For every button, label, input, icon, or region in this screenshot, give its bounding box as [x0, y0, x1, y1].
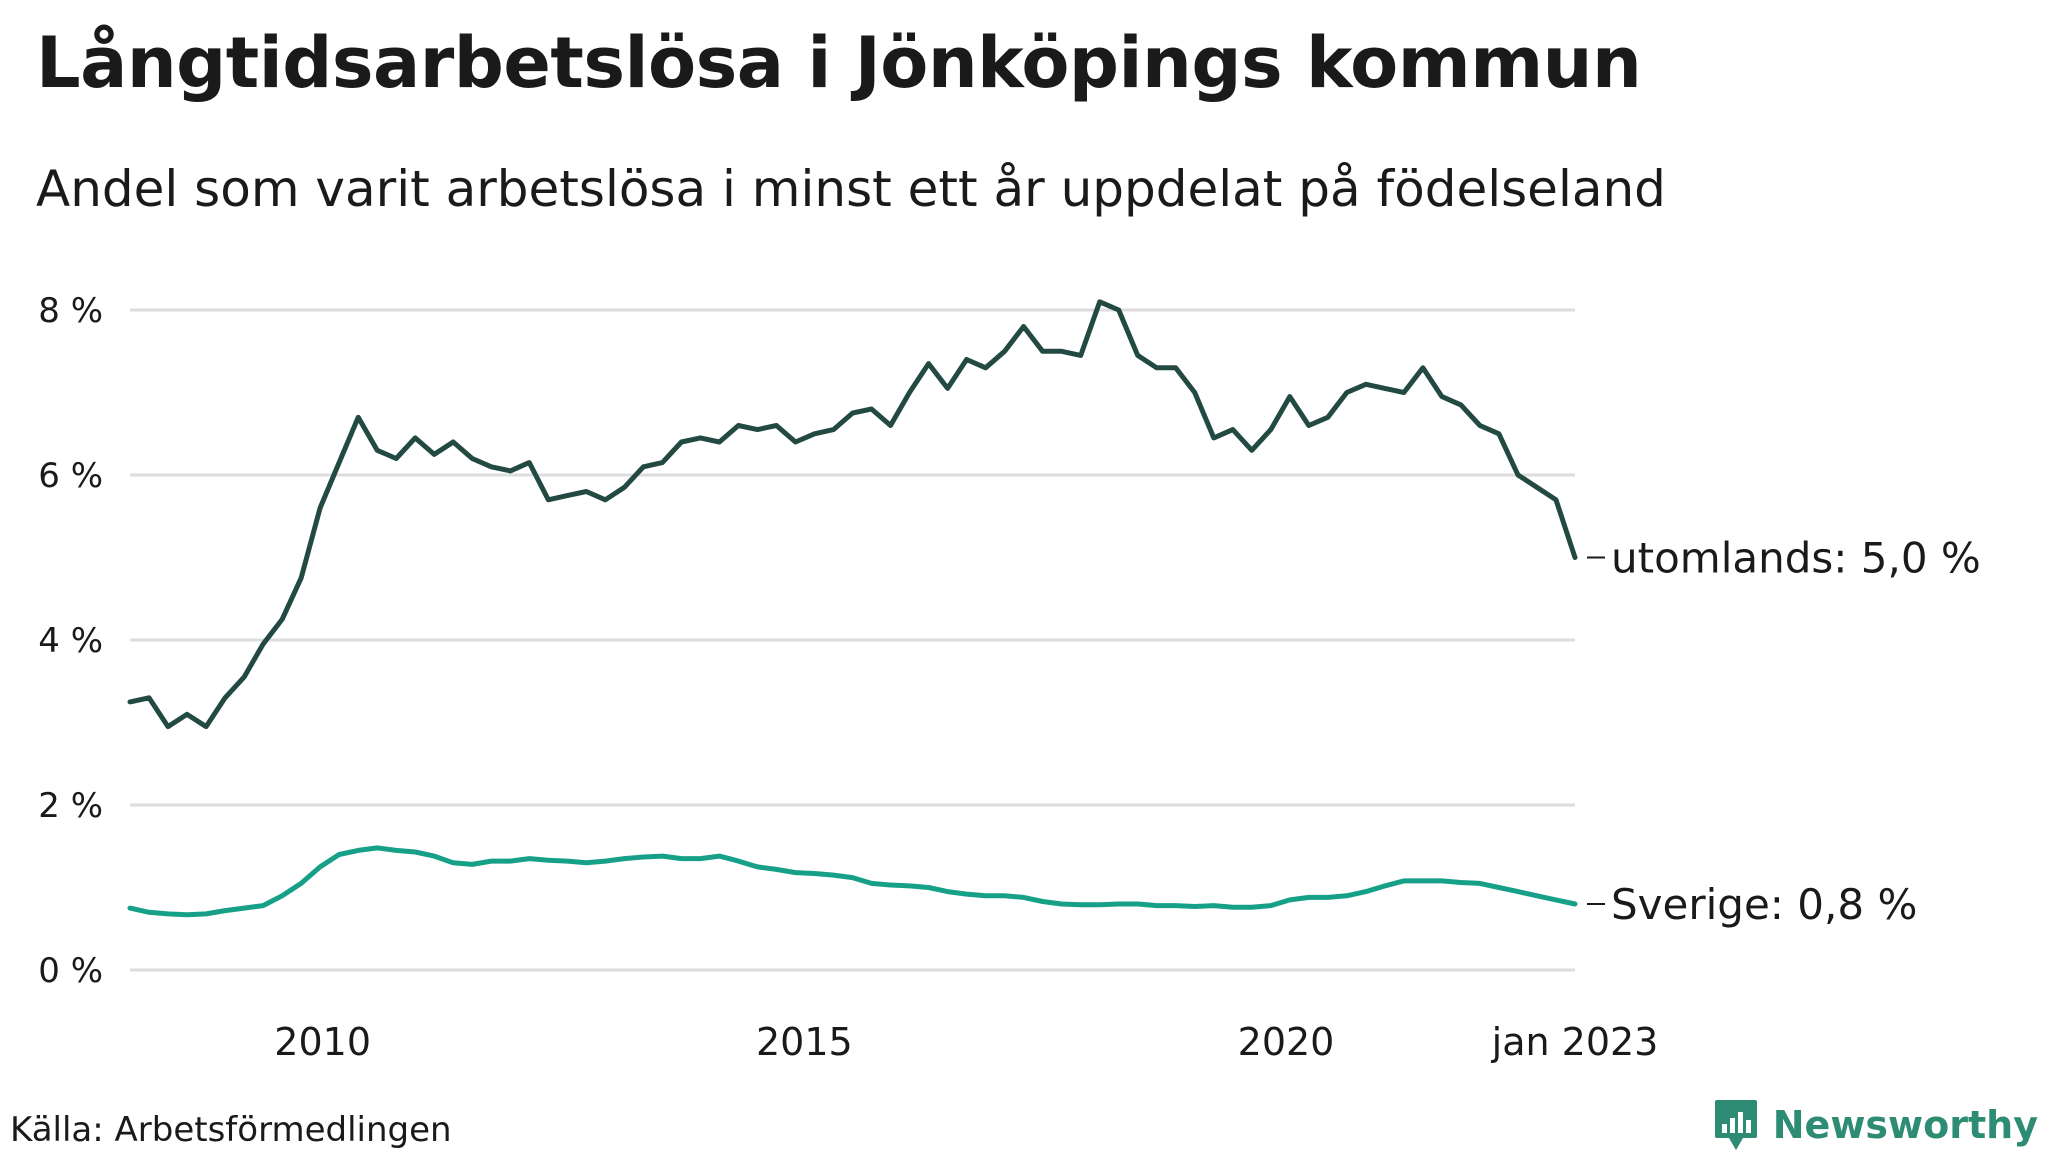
x-tick-label: jan 2023 [1491, 1020, 1659, 1064]
series-line-utomlands [127, 299, 1578, 730]
x-axis-ticks: 2010 2015 2020 jan 2023 [274, 1020, 1658, 1064]
grid-lines [130, 308, 1575, 972]
y-tick-label: 8 % [38, 291, 103, 331]
newsworthy-logo-icon [1714, 1100, 1757, 1150]
y-tick-label: 6 % [38, 456, 103, 496]
series-end-label: utomlands: 5,0 % [1611, 534, 1981, 583]
y-axis-ticks: 0 % 2 % 4 % 6 % 8 % [38, 291, 103, 991]
y-tick-label: 0 % [38, 951, 103, 991]
x-tick-label: 2020 [1238, 1020, 1335, 1064]
x-tick-label: 2015 [756, 1020, 853, 1064]
series-lines [127, 299, 1578, 918]
series-line-sverige [127, 845, 1578, 918]
brand-name: Newsworthy [1772, 1103, 2038, 1147]
x-tick-label: 2010 [274, 1020, 371, 1064]
y-tick-label: 4 % [38, 621, 103, 661]
y-tick-label: 2 % [38, 786, 103, 826]
series-end-label: Sverige: 0,8 % [1611, 880, 1917, 929]
chart-subtitle: Andel som varit arbetslösa i minst ett å… [36, 160, 1666, 218]
series-end-labels: utomlands: 5,0 % Sverige: 0,8 % [1587, 534, 1981, 929]
brand-logo: Newsworthy [1713, 1098, 2038, 1152]
chart-title: Långtidsarbetslösa i Jönköpings kommun [36, 22, 1642, 104]
source-note: Källa: Arbetsförmedlingen [10, 1110, 452, 1150]
